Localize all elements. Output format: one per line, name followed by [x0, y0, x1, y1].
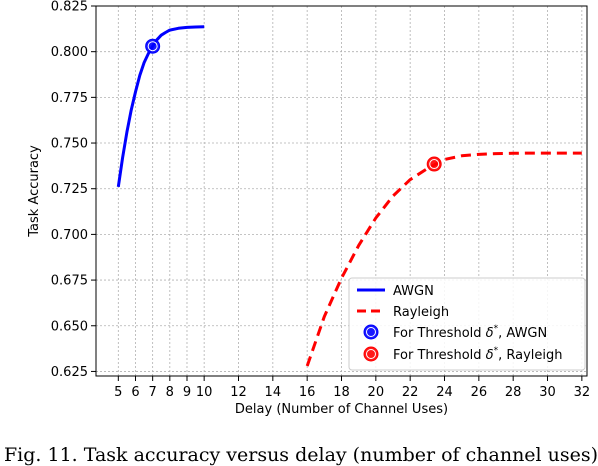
y-tick-label: 0.750	[51, 137, 88, 152]
x-axis-ticks: 5 6 7 8 9 10 12 14 16 18 20 22 24 26 28 30 32	[114, 376, 590, 400]
legend-label-awgn: AWGN	[393, 284, 434, 299]
x-tick-label: 14	[265, 385, 282, 400]
x-tick-label: 7	[149, 385, 157, 400]
legend-marker-awgn	[363, 324, 379, 340]
x-tick-label: 26	[471, 385, 488, 400]
y-axis-ticks: 0.625 0.650 0.675 0.700 0.725 0.750 0.775 0.800…	[51, 0, 96, 380]
legend-label-rayleigh: Rayleigh	[393, 305, 449, 320]
x-tick-label: 20	[368, 385, 385, 400]
x-axis-label: Delay (Number of Channel Uses)	[235, 402, 448, 417]
x-tick-label: 16	[299, 385, 316, 400]
x-tick-label: 32	[574, 385, 591, 400]
y-tick-label: 0.625	[51, 365, 88, 380]
y-tick-label: 0.725	[51, 182, 88, 197]
legend-star-rayleigh: *	[494, 346, 499, 356]
x-tick-label: 6	[131, 385, 139, 400]
legend-label-threshold-awgn: For Threshold δ*, AWGN	[393, 324, 547, 341]
x-tick-label: 5	[114, 385, 122, 400]
legend-marker-rayleigh-dot-ring	[366, 349, 376, 359]
legend-threshold-rayleigh-suffix: , Rayleigh	[498, 348, 562, 363]
legend-star-awgn: *	[494, 324, 499, 334]
series-line-awgn	[116, 25, 205, 188]
x-tick-label: 24	[436, 385, 453, 400]
x-tick-label: 10	[196, 385, 213, 400]
y-tick-label: 0.700	[51, 228, 88, 243]
legend-threshold-awgn-suffix: , AWGN	[498, 326, 547, 341]
y-tick-label: 0.675	[51, 274, 88, 289]
marker-layer	[145, 38, 442, 172]
y-axis-label: Task Accuracy	[27, 145, 42, 238]
legend-delta-awgn: δ	[486, 326, 494, 341]
x-tick-label: 12	[230, 385, 247, 400]
x-tick-label: 8	[166, 385, 174, 400]
y-tick-label: 0.650	[51, 319, 88, 334]
x-tick-label: 18	[333, 385, 350, 400]
y-tick-label: 0.775	[51, 91, 88, 106]
threshold-marker-awgn-ring	[147, 41, 158, 52]
legend-label-threshold-rayleigh: For Threshold δ*, Rayleigh	[393, 346, 563, 363]
legend-marker-awgn-dot-ring	[366, 327, 376, 337]
task-accuracy-chart: 5 6 7 8 9 10 12 14 16 18 20 22 24 26 28 30 32 0.625 0.650…	[27, 0, 590, 417]
y-tick-label: 0.800	[51, 45, 88, 60]
x-tick-label: 9	[183, 385, 191, 400]
y-tick-label: 0.825	[51, 0, 88, 15]
legend-threshold-awgn-prefix: For Threshold	[393, 326, 486, 341]
x-tick-label: 28	[505, 385, 522, 400]
legend-delta-rayleigh: δ	[486, 348, 494, 363]
threshold-marker-rayleigh-ring	[429, 159, 440, 170]
x-tick-label: 22	[402, 385, 419, 400]
x-tick-label: 30	[539, 385, 556, 400]
legend: AWGN Rayleigh For Threshold δ*, AWGN For…	[348, 277, 586, 371]
figure-caption: Fig. 11. Task accuracy versus delay (num…	[4, 444, 598, 466]
legend-box	[348, 277, 586, 371]
legend-threshold-rayleigh-prefix: For Threshold	[393, 348, 486, 363]
legend-marker-rayleigh	[363, 346, 379, 362]
